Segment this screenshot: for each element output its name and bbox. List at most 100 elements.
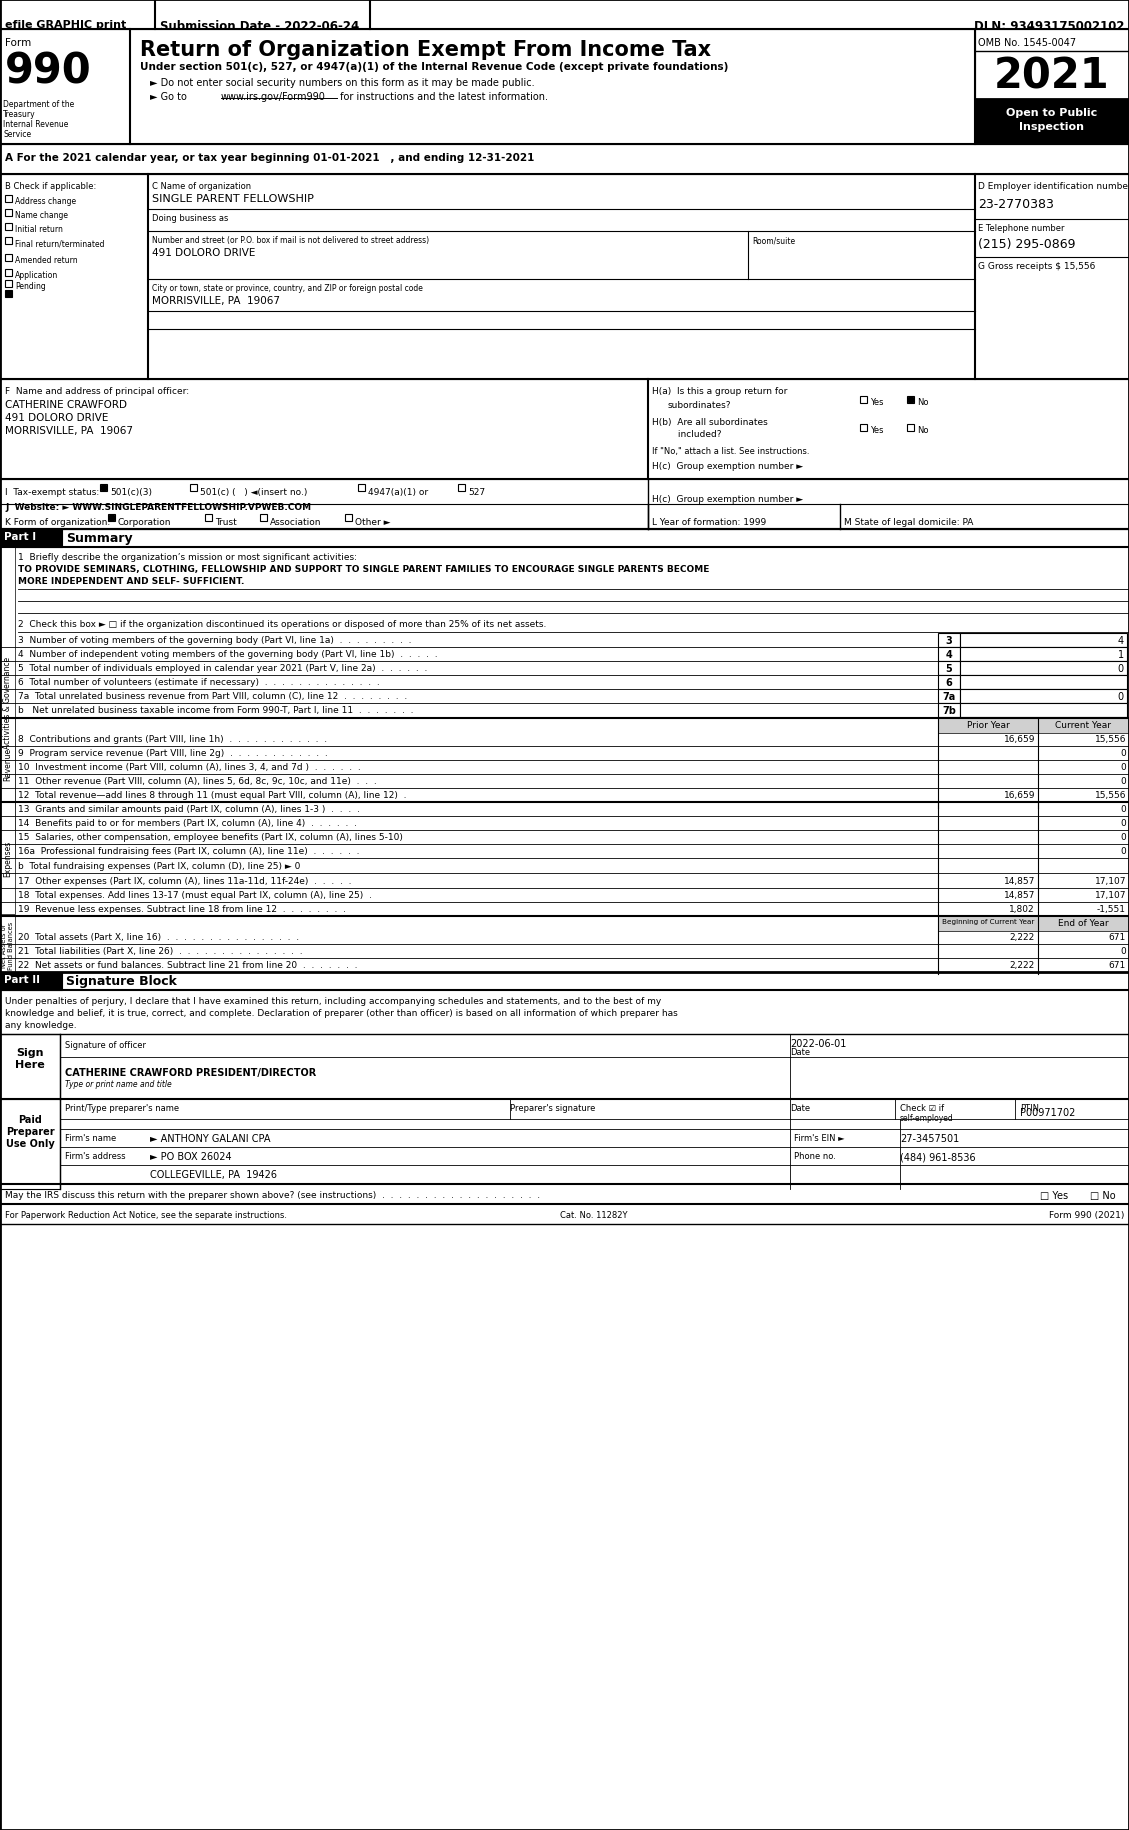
Text: 13  Grants and similar amounts paid (Part IX, column (A), lines 1-3 )  .  .  .  : 13 Grants and similar amounts paid (Part… — [18, 805, 360, 814]
Text: K Form of organization:: K Form of organization: — [5, 518, 111, 527]
Text: Doing business as: Doing business as — [152, 214, 228, 223]
Bar — [458, 485, 464, 490]
Text: 27-3457501: 27-3457501 — [900, 1133, 960, 1144]
Text: Department of the: Department of the — [3, 101, 75, 110]
Text: 14,857: 14,857 — [1004, 877, 1035, 886]
Bar — [938, 648, 960, 662]
Bar — [938, 917, 1038, 931]
Text: □ No: □ No — [1089, 1190, 1115, 1200]
Text: P00971702: P00971702 — [1019, 1107, 1076, 1118]
Text: Activities & Governance: Activities & Governance — [3, 657, 12, 748]
Text: 6: 6 — [946, 677, 953, 688]
Bar — [938, 719, 1038, 734]
Text: 7a: 7a — [943, 692, 955, 701]
Text: MORE INDEPENDENT AND SELF- SUFFICIENT.: MORE INDEPENDENT AND SELF- SUFFICIENT. — [18, 576, 244, 586]
Bar — [190, 485, 196, 490]
Text: Under section 501(c), 527, or 4947(a)(1) of the Internal Revenue Code (except pr: Under section 501(c), 527, or 4947(a)(1)… — [140, 62, 728, 71]
Bar — [110, 516, 114, 522]
Text: Form 990 (2021): Form 990 (2021) — [1049, 1210, 1124, 1219]
Text: 3  Number of voting members of the governing body (Part VI, line 1a)  .  .  .  .: 3 Number of voting members of the govern… — [18, 635, 411, 644]
Text: CATHERINE CRAWFORD PRESIDENT/DIRECTOR: CATHERINE CRAWFORD PRESIDENT/DIRECTOR — [65, 1067, 316, 1078]
Bar — [907, 397, 913, 403]
Bar — [0, 917, 15, 974]
Bar — [5, 291, 12, 298]
Text: 2  Check this box ► □ if the organization discontinued its operations or dispose: 2 Check this box ► □ if the organization… — [18, 620, 546, 630]
Text: Current Year: Current Year — [1054, 721, 1111, 730]
Text: OMB No. 1545-0047: OMB No. 1545-0047 — [978, 38, 1076, 48]
Text: Association: Association — [270, 518, 322, 527]
Text: www.irs.gov/Form990: www.irs.gov/Form990 — [221, 92, 326, 102]
Text: 14,857: 14,857 — [1004, 891, 1035, 900]
Text: Prior Year: Prior Year — [966, 721, 1009, 730]
Text: 501(c)(3): 501(c)(3) — [110, 489, 152, 496]
Bar — [0, 1034, 60, 1100]
Text: 0: 0 — [1120, 805, 1126, 814]
Text: 1  Briefly describe the organization’s mission or most significant activities:: 1 Briefly describe the organization’s mi… — [18, 553, 357, 562]
Text: Open to Public: Open to Public — [1006, 108, 1097, 117]
Text: 16,659: 16,659 — [1004, 734, 1035, 743]
Text: 4947(a)(1) or: 4947(a)(1) or — [368, 489, 428, 496]
Text: Part I: Part I — [5, 533, 36, 542]
Bar — [0, 1100, 60, 1190]
Text: Sign: Sign — [16, 1047, 44, 1058]
Bar — [960, 675, 1127, 690]
Text: Number and street (or P.O. box if mail is not delivered to street address): Number and street (or P.O. box if mail i… — [152, 236, 429, 245]
Bar — [205, 514, 211, 522]
Text: Initial return: Initial return — [15, 225, 63, 234]
Text: No: No — [917, 426, 928, 436]
Bar — [5, 254, 11, 262]
Text: any knowledge.: any knowledge. — [5, 1021, 77, 1030]
Text: Internal Revenue: Internal Revenue — [3, 121, 69, 128]
Text: J  Website: ► WWW.SINGLEPARENTFELLOWSHIP.VPWEB.COM: J Website: ► WWW.SINGLEPARENTFELLOWSHIP.… — [5, 503, 312, 512]
Bar — [975, 29, 1129, 145]
Text: -1,551: -1,551 — [1097, 904, 1126, 913]
Text: b  Total fundraising expenses (Part IX, column (D), line 25) ► 0: b Total fundraising expenses (Part IX, c… — [18, 862, 300, 871]
Text: M State of legal domicile: PA: M State of legal domicile: PA — [844, 518, 973, 527]
Bar — [975, 101, 1129, 145]
Text: Signature of officer: Signature of officer — [65, 1041, 146, 1049]
Text: Trust: Trust — [215, 518, 237, 527]
Text: For Paperwork Reduction Act Notice, see the separate instructions.: For Paperwork Reduction Act Notice, see … — [5, 1210, 287, 1219]
Text: 15,556: 15,556 — [1094, 791, 1126, 800]
Text: Date: Date — [790, 1103, 811, 1113]
Text: 16,659: 16,659 — [1004, 791, 1035, 800]
Text: (215) 295-0869: (215) 295-0869 — [978, 238, 1076, 251]
Text: 2021: 2021 — [995, 55, 1110, 97]
Text: Phone no.: Phone no. — [794, 1151, 835, 1160]
Text: MORRISVILLE, PA  19067: MORRISVILLE, PA 19067 — [5, 426, 133, 436]
Text: 501(c) (   ) ◄(insert no.): 501(c) ( ) ◄(insert no.) — [200, 489, 307, 496]
Text: 4: 4 — [946, 650, 953, 659]
Text: SINGLE PARENT FELLOWSHIP: SINGLE PARENT FELLOWSHIP — [152, 194, 314, 203]
Text: 2,222: 2,222 — [1009, 961, 1035, 970]
Text: Firm's name: Firm's name — [65, 1133, 116, 1142]
Text: 8  Contributions and grants (Part VIII, line 1h)  .  .  .  .  .  .  .  .  .  .  : 8 Contributions and grants (Part VIII, l… — [18, 734, 327, 743]
Bar — [100, 485, 106, 490]
Text: Corporation: Corporation — [119, 518, 172, 527]
Bar — [938, 690, 960, 703]
Text: 15  Salaries, other compensation, employee benefits (Part IX, column (A), lines : 15 Salaries, other compensation, employe… — [18, 833, 403, 842]
Bar — [0, 29, 1129, 145]
Text: PTIN: PTIN — [1019, 1103, 1039, 1113]
Text: Final return/terminated: Final return/terminated — [15, 240, 105, 247]
Bar — [938, 662, 960, 675]
Text: Paid: Paid — [18, 1114, 42, 1124]
Text: 5: 5 — [946, 664, 953, 673]
Text: Service: Service — [3, 130, 32, 139]
Text: 0: 0 — [1120, 833, 1126, 842]
Text: Room/suite: Room/suite — [752, 236, 795, 245]
Bar — [5, 223, 11, 231]
Text: MORRISVILLE, PA  19067: MORRISVILLE, PA 19067 — [152, 296, 280, 306]
Bar — [5, 238, 11, 245]
Bar — [960, 690, 1127, 703]
Text: Amended return: Amended return — [15, 256, 78, 265]
Bar — [108, 514, 114, 522]
Text: No: No — [917, 397, 928, 406]
Text: Pending: Pending — [15, 282, 46, 291]
Text: 4: 4 — [1118, 635, 1124, 646]
Text: End of Year: End of Year — [1058, 919, 1109, 928]
Text: Beginning of Current Year: Beginning of Current Year — [942, 919, 1034, 924]
Bar — [0, 479, 1129, 529]
Text: Preparer's signature: Preparer's signature — [510, 1103, 595, 1113]
Text: ► Do not enter social security numbers on this form as it may be made public.: ► Do not enter social security numbers o… — [150, 79, 535, 88]
Text: DLN: 93493175002102: DLN: 93493175002102 — [973, 20, 1124, 33]
